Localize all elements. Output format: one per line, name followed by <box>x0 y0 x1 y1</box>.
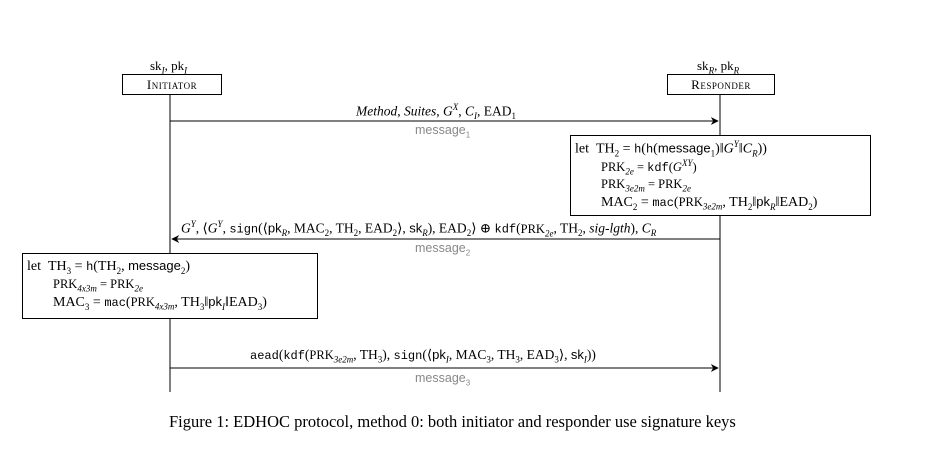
figure-caption: Figure 1: EDHOC protocol, method 0: both… <box>169 412 736 431</box>
message2-label: message2 <box>415 241 471 258</box>
initiator-box: Initiator <box>122 74 222 95</box>
responder-box: Responder <box>667 74 775 95</box>
responder-let-line-3: PRK3e2m = PRK2e <box>601 177 691 194</box>
responder-let-line-1: let TH2 = h(h(message1)‖GY‖CR)) <box>575 139 767 159</box>
message1-content: Method, Suites, GX, CI, EAD1 <box>356 102 517 122</box>
initiator-name: Initiator <box>146 77 198 92</box>
message2-content: GY, ⟨GY, sign(⟨pkR, MAC2, TH2, EAD2⟩, sk… <box>181 219 657 239</box>
message3-label: message3 <box>415 371 471 388</box>
responder-name: Responder <box>691 77 751 92</box>
responder-let-line-2: PRK2e = kdf(GXY) <box>601 158 697 177</box>
initiator-keys: skI, pkI <box>150 58 188 76</box>
initiator-let-line-1: let TH3 = h(TH2, message2) <box>27 258 191 276</box>
responder-let-line-4: MAC2 = mac(PRK3e2m, TH2‖pkR‖EAD2) <box>601 194 818 212</box>
initiator-let-line-3: MAC3 = mac(PRK4x3m, TH3‖pkI‖EAD3) <box>53 294 267 312</box>
initiator-let-box: let TH3 = h(TH2, message2) PRK4x3m = PRK… <box>22 253 318 319</box>
responder-let-box: let TH2 = h(h(message1)‖GY‖CR)) PRK2e = … <box>570 135 871 216</box>
message3-content: aead(kdf(PRK3e2m, TH3), sign(⟨pkI, MAC3,… <box>250 347 596 365</box>
initiator-let-line-2: PRK4x3m = PRK2e <box>53 277 143 294</box>
responder-keys: skR, pkR <box>697 58 740 76</box>
message1-label: message1 <box>415 123 471 140</box>
